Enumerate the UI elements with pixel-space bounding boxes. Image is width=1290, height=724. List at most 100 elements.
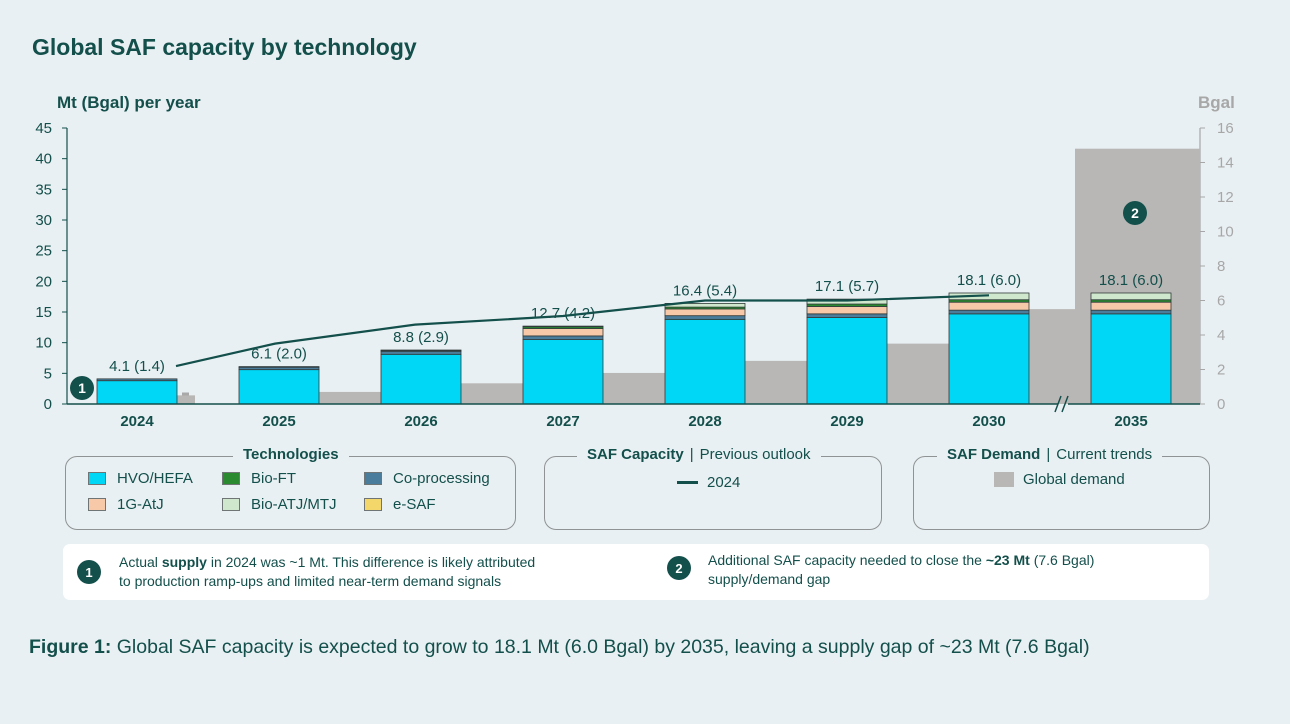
bar-label-2030: 18.1 (6.0) [957,272,1021,289]
legend-item-e-saf: e-SAF [364,496,436,513]
x-axis-label-2035: 2035 [1114,413,1147,430]
chart-title: Global SAF capacity by technology [32,34,417,60]
legend-label-1g-atj: 1G-AtJ [117,496,164,513]
right-axis-tick-label: 12 [1217,189,1234,206]
legend-capacity: SAF Capacity | Previous outlook 2024 [544,446,882,530]
previous-outlook-2024-line [175,294,990,368]
bar-label-2026: 8.8 (2.9) [393,329,449,346]
legend-label-e-saf: e-SAF [393,496,436,513]
legend-capacity-separator: | [689,446,694,463]
bar-2028-hvo-hefa [664,318,746,405]
legend-label-bio-atj-mtj: Bio-ATJ/MTJ [251,496,337,513]
legend-label-global-demand: Global demand [1023,471,1125,488]
demand-bar-2027 [603,372,665,404]
bar-label-2025: 6.1 (2.0) [251,346,307,363]
swatch-previous-outlook-line [677,481,698,484]
bar-2028-co-processing [664,315,746,320]
bar-2029-hvo-hefa [806,317,888,405]
note-1-text: Actual supply in 2024 was ~1 Mt. This di… [119,553,535,591]
legend-demand-title-rest: Current trends [1056,446,1153,463]
right-axis-unit: Bgal [1198,93,1235,112]
right-axis-tick-label: 10 [1217,224,1234,241]
bar-2035-bio-atj-mtj [1090,292,1172,301]
legend-capacity-title: SAF Capacity | Previous outlook [577,446,821,463]
x-axis-label-2030: 2030 [972,413,1005,430]
swatch-global-demand [994,472,1014,487]
demand-bar-2026 [461,383,523,404]
demand-bar-2025 [319,391,381,404]
bar-2026-bio-ft [380,349,462,352]
axis-break-mark [1054,395,1062,413]
bar-2026-co-processing [380,350,462,355]
demand-bar-2028 [745,360,807,404]
legend-label-bio-ft: Bio-FT [251,470,296,487]
note-1-pre: Actual [119,554,162,570]
swatch-co-processing [364,472,382,485]
right-axis-tick-label: 8 [1217,258,1225,275]
bar-2029-1g-atj [806,306,888,315]
figure-caption: Figure 1: Global SAF capacity is expecte… [29,636,1090,659]
bar-2035-co-processing [1090,309,1172,315]
x-axis-label-2027: 2027 [546,413,579,430]
bar-2024-co-processing [96,378,178,382]
left-axis-tick-label: 5 [44,365,52,382]
demand-bar-2024 [177,395,195,404]
bar-2030-hvo-hefa [948,313,1030,405]
note-1-post: in 2024 was ~1 Mt. This difference is li… [206,554,536,570]
legend-demand-separator: | [1046,446,1051,463]
legend-capacity-title-rest: Previous outlook [699,446,811,463]
note-2-bold: ~23 Mt [985,552,1030,568]
legend-item-bio-ft: Bio-FT [222,470,296,487]
bar-2028-1g-atj [664,308,746,317]
swatch-e-saf [364,498,382,511]
left-axis-tick-label: 0 [44,396,52,413]
bar-2025-hvo-hefa [238,369,320,405]
right-axis-tick-label: 14 [1217,155,1234,172]
notes-panel: 1 Actual supply in 2024 was ~1 Mt. This … [63,544,1209,600]
bar-2027-bio-atj-mtj [522,325,604,328]
note-1-bold: supply [161,554,207,570]
note-2-pre: Additional SAF capacity needed to close … [708,552,986,568]
marker-2-circle [1123,201,1147,225]
axis-break-mark [1061,395,1069,413]
swatch-bio-atj-mtj [222,498,240,511]
figure-caption-label: Figure 1: [29,636,112,658]
note-2-badge: 2 [667,556,691,580]
legend-item-previous-outlook: 2024 [677,474,740,491]
bar-label-2029: 17.1 (5.7) [815,278,879,295]
bar-2035-hvo-hefa [1090,313,1172,405]
bar-2029-co-processing [806,313,888,318]
right-axis-tick-label: 0 [1217,396,1225,413]
marker-1-circle [70,376,94,400]
legend-demand-title: SAF Demand | Current trends [937,446,1163,463]
demand-bar-2029 [887,343,949,404]
marker-1-label: 1 [78,380,86,396]
x-axis-label-2028: 2028 [688,413,721,430]
note-2-number: 2 [675,560,683,576]
x-axis-label-2029: 2029 [830,413,863,430]
swatch-bio-ft [222,472,240,485]
note-2-line2: supply/demand gap [708,571,831,587]
bar-2030-1g-atj [948,301,1030,311]
legend-item-1g-atj: 1G-AtJ [88,496,164,513]
bar-label-2024: 4.1 (1.4) [109,358,165,375]
marker-2-label: 2 [1131,205,1139,221]
legend-item-hvo-hefa: HVO/HEFA [88,470,193,487]
left-axis-tick-label: 35 [35,181,52,198]
left-axis-tick-label: 10 [35,335,52,352]
legend-demand-title-bold: SAF Demand [947,446,1041,463]
figure-caption-text: Global SAF capacity is expected to grow … [111,636,1090,658]
bar-2024-hvo-hefa [96,380,178,405]
bar-2026-hvo-hefa [380,353,462,405]
legend-item-co-processing: Co-processing [364,470,490,487]
left-axis-tick-label: 25 [35,243,52,260]
swatch-hvo-hefa [88,472,106,485]
legend-technologies-title: Technologies [233,446,349,463]
x-axis-label-2024: 2024 [120,413,154,430]
swatch-1g-atj [88,498,106,511]
legend-label-previous-outlook: 2024 [707,474,741,491]
right-axis-tick-label: 16 [1217,120,1234,137]
legend-item-global-demand: Global demand [994,471,1125,488]
bar-2035-1g-atj [1090,301,1172,311]
